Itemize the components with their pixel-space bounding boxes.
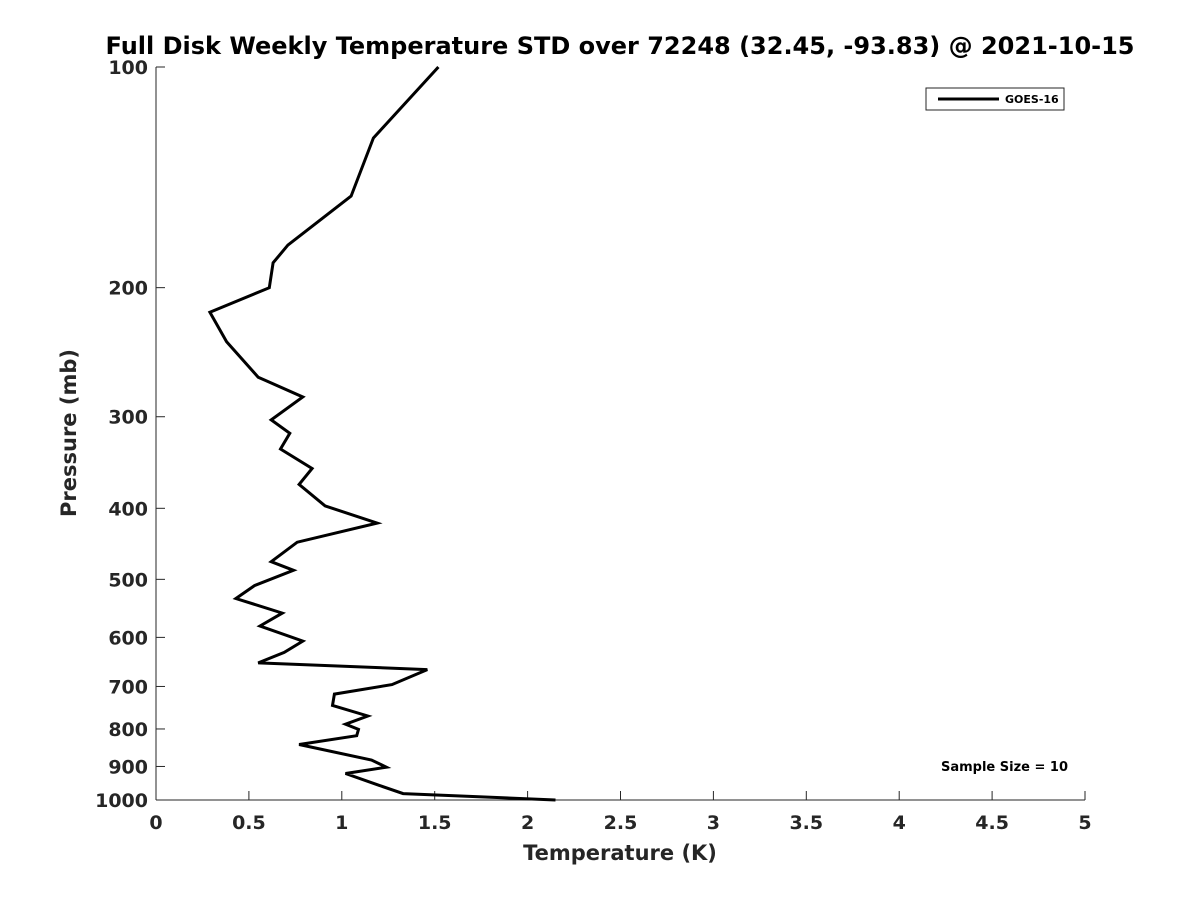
y-tick-label: 500: [108, 569, 148, 591]
x-tick-label: 3: [707, 812, 720, 834]
y-tick-label: 100: [108, 57, 148, 79]
series-layer: [207, 65, 556, 802]
sample-size-annotation: Sample Size = 10: [941, 760, 1068, 775]
x-tick-label: 4.5: [975, 812, 1009, 834]
chart-title: Full Disk Weekly Temperature STD over 72…: [106, 32, 1135, 60]
x-tick-label: 0: [149, 812, 162, 834]
x-axis-label: Temperature (K): [523, 841, 717, 865]
y-tick-label: 1000: [95, 790, 148, 812]
legend: GOES-16: [925, 87, 1065, 111]
y-tick-label: 200: [108, 278, 148, 300]
y-tick-label: 400: [108, 498, 148, 520]
x-tick-label: 1.5: [418, 812, 452, 834]
y-tick-label: 800: [108, 719, 148, 741]
y-tick-label: 900: [108, 756, 148, 778]
x-tick-label: 5: [1078, 812, 1091, 834]
x-ticks: 0 0.5 1 1.5 2 2.5 3 3.5 4 4.5 5: [149, 791, 1092, 834]
y-axis-label: Pressure (mb): [57, 349, 81, 517]
x-tick-label: 3.5: [789, 812, 823, 834]
y-tick-label: 600: [108, 627, 148, 649]
x-tick-label: 2: [521, 812, 534, 834]
y-ticks: 100 200 300 400 500 600 700 800 900 1000: [95, 57, 165, 812]
x-tick-label: 0.5: [232, 812, 266, 834]
x-tick-label: 2.5: [604, 812, 638, 834]
legend-label-goes-16: GOES-16: [1005, 93, 1059, 106]
y-tick-label: 700: [108, 676, 148, 698]
y-tick-label: 300: [108, 407, 148, 429]
x-tick-label: 1: [335, 812, 348, 834]
series-line-goes-16: [207, 65, 556, 802]
x-tick-label: 4: [893, 812, 906, 834]
